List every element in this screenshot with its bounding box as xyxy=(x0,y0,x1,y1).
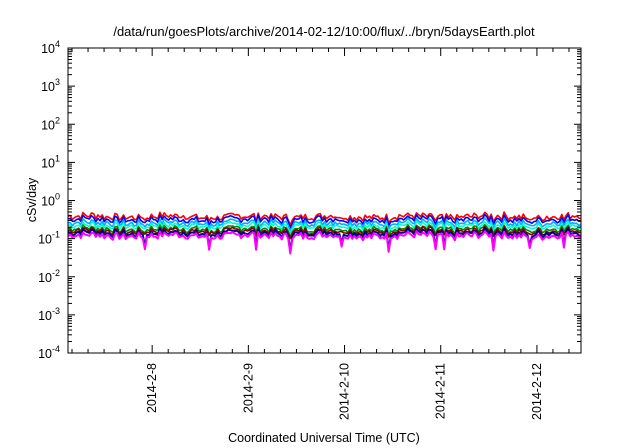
y-tick-label: 104 xyxy=(41,39,60,56)
y-axis-label: cSv/day xyxy=(25,177,39,222)
series-layer xyxy=(67,211,582,255)
y-tick-label: 103 xyxy=(41,77,60,94)
y-axis: 10-4 10-3 10-2 10-1 100 101 102 103 104 xyxy=(38,39,581,361)
x-axis-label: Coordinated Universal Time (UTC) xyxy=(228,431,420,445)
series-line-1 xyxy=(67,213,582,229)
series-line-0 xyxy=(67,211,582,226)
y-tick-label: 10-1 xyxy=(38,230,60,247)
x-tick-label: 2014-2-11 xyxy=(434,363,448,419)
y-tick-label: 101 xyxy=(41,153,60,170)
y-tick-label: 102 xyxy=(41,115,60,132)
y-tick-label: 10-4 xyxy=(38,344,60,361)
series-line-6 xyxy=(67,227,582,253)
y-tick-label: 10-3 xyxy=(38,306,60,323)
series-line-5 xyxy=(67,225,582,240)
y-tick-label: 100 xyxy=(41,192,60,209)
series-line-7 xyxy=(67,230,582,255)
plot-frame xyxy=(67,47,582,354)
series-line-3 xyxy=(67,220,582,234)
x-tick-label: 2014-2-9 xyxy=(241,363,255,413)
x-tick-label: 2014-2-8 xyxy=(145,363,159,413)
series-line-2 xyxy=(67,217,582,233)
x-tick-label: 2014-2-10 xyxy=(338,363,352,420)
chart-title: /data/run/goesPlots/archive/2014-02-12/1… xyxy=(113,24,535,39)
y-tick-label: 10-2 xyxy=(38,268,60,285)
x-axis: 2014-2-8 2014-2-9 2014-2-10 2014-2-11 2014-2… xyxy=(71,48,570,420)
series-line-4 xyxy=(67,223,582,238)
x-tick-label: 2014-2-12 xyxy=(530,363,544,420)
